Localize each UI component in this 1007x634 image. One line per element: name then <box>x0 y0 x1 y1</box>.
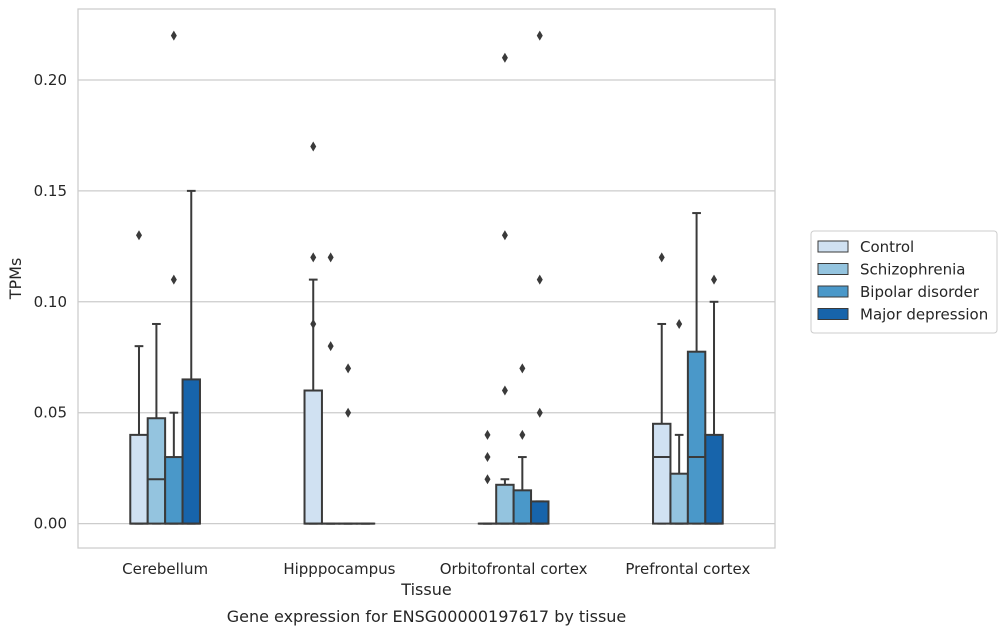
outlier-point <box>501 385 508 396</box>
outlier-point <box>327 252 334 263</box>
box-orbitofrontal-cortex-major-depression <box>530 30 550 525</box>
y-tick-label: 0.10 <box>34 293 67 311</box>
box-series <box>129 30 724 525</box>
outlier-point <box>135 230 142 241</box>
y-tick-label: 0.05 <box>34 404 67 422</box>
outlier-point <box>536 274 543 285</box>
y-axis-label: TPMs <box>6 258 25 301</box>
iqr-box <box>530 500 550 525</box>
legend-swatch <box>817 308 849 320</box>
box-cerebellum-major-depression <box>181 189 201 525</box>
x-tick-labels: Cerebellum Hipppocampus Orbitofrontal cort… <box>122 560 750 578</box>
iqr-box <box>146 417 167 525</box>
y-tick-label: 0.15 <box>34 182 67 200</box>
iqr-box <box>164 456 184 525</box>
x-tick-label: Hipppocampus <box>283 560 395 578</box>
box-prefrontal-cortex-schizophrenia <box>669 318 689 525</box>
legend-label: Major depression <box>860 306 988 324</box>
outlier-point <box>310 318 317 329</box>
box-hipppocampus-bipolar-disorder <box>338 363 358 525</box>
outlier-point <box>170 274 177 285</box>
legend-frame <box>810 230 998 334</box>
outlier-point <box>536 30 543 41</box>
outlier-point <box>711 274 718 285</box>
outlier-point <box>658 252 665 263</box>
iqr-box <box>669 472 689 525</box>
outlier-point <box>676 318 683 329</box>
legend-item-control: Control <box>817 238 914 256</box>
iqr-box <box>512 489 533 525</box>
outlier-point <box>519 429 526 440</box>
iqr-box <box>303 389 323 525</box>
outlier-point <box>501 230 508 241</box>
box-orbitofrontal-cortex-schizophrenia <box>495 52 515 525</box>
y-tick-label: 0.20 <box>34 71 67 89</box>
y-tick-label: 0.00 <box>34 515 67 533</box>
iqr-box <box>686 350 707 525</box>
legend-swatch <box>817 285 849 298</box>
legend-swatch <box>817 240 849 253</box>
iqr-box <box>129 433 149 525</box>
iqr-box <box>181 378 201 525</box>
outlier-point <box>327 341 334 352</box>
outlier-point <box>484 452 491 463</box>
iqr-box <box>495 483 515 525</box>
legend-item-bipolar-disorder: Bipolar disorder <box>817 283 980 301</box>
box-prefrontal-cortex-major-depression <box>704 274 724 525</box>
x-tick-label: Cerebellum <box>122 560 208 578</box>
outlier-point <box>170 30 177 41</box>
outlier-point <box>484 474 491 485</box>
outlier-point <box>345 363 352 374</box>
outlier-point <box>310 252 317 263</box>
legend-swatch <box>817 263 849 275</box>
legend-label: Bipolar disorder <box>860 283 980 301</box>
iqr-box <box>704 433 724 525</box>
box-hipppocampus-control <box>303 141 323 525</box>
legend: Control Schizophrenia Bipolar disorder Majo… <box>810 230 998 334</box>
x-tick-label: Prefrontal cortex <box>625 560 750 578</box>
box-cerebellum-control <box>129 230 149 525</box>
outlier-point <box>484 429 491 440</box>
legend-item-schizophrenia: Schizophrenia <box>817 261 965 279</box>
legend-label: Schizophrenia <box>860 261 965 279</box>
outlier-point <box>519 363 526 374</box>
x-axis-label: Tissue <box>400 580 451 599</box>
box-orbitofrontal-cortex-bipolar-disorder <box>512 363 533 525</box>
iqr-box <box>652 422 672 525</box>
outlier-point <box>345 407 352 418</box>
outlier-point <box>310 141 317 152</box>
outlier-point <box>536 407 543 418</box>
chart-caption: Gene expression for ENSG00000197617 by t… <box>227 607 627 626</box>
x-tick-label: Orbitofrontal cortex <box>440 560 588 578</box>
legend-item-major-depression: Major depression <box>817 306 988 324</box>
box-prefrontal-cortex-control <box>652 252 672 525</box>
y-tick-labels: 0.00 0.05 0.10 0.15 0.20 <box>34 71 67 533</box>
outlier-point <box>501 52 508 63</box>
legend-label: Control <box>860 238 914 256</box>
